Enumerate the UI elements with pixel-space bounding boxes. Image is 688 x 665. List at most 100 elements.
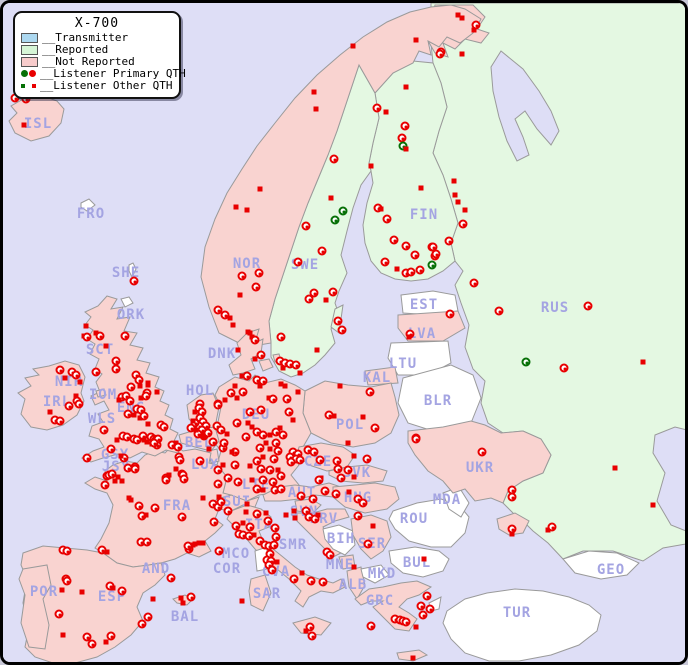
listener-primary-marker bbox=[250, 335, 260, 345]
listener-primary-marker bbox=[314, 475, 324, 485]
country-ireland bbox=[17, 360, 86, 431]
listener-other-marker bbox=[451, 178, 457, 184]
listener-primary-icon bbox=[21, 70, 28, 77]
listener-primary-marker bbox=[309, 447, 319, 457]
listener-other-marker bbox=[267, 432, 273, 438]
listener-other-marker bbox=[283, 512, 289, 518]
listener-other-marker bbox=[230, 322, 236, 328]
listener-primary-marker bbox=[175, 455, 185, 465]
listener-other-marker bbox=[83, 323, 89, 329]
listener-primary-marker bbox=[317, 246, 327, 256]
listener-other-marker bbox=[252, 356, 258, 362]
listener-other-marker bbox=[410, 655, 416, 661]
listener-primary-marker bbox=[389, 235, 399, 245]
listener-other-marker bbox=[299, 570, 305, 576]
country-label-ukr: UKR bbox=[465, 460, 495, 476]
listener-primary-marker bbox=[320, 486, 330, 496]
listener-other-marker bbox=[509, 531, 515, 537]
islands-shetland bbox=[128, 262, 137, 279]
listener-other-marker bbox=[462, 207, 468, 213]
listener-other-marker bbox=[282, 383, 288, 389]
listener-other-marker bbox=[413, 37, 419, 43]
listener-primary-marker bbox=[308, 494, 318, 504]
listener-primary-marker bbox=[166, 573, 176, 583]
listener-other-marker bbox=[145, 382, 151, 388]
listener-primary-marker bbox=[289, 574, 299, 584]
region-kaliningrad bbox=[364, 366, 399, 386]
listener-primary-marker bbox=[269, 454, 279, 464]
listener-other-marker bbox=[245, 420, 251, 426]
listener-other-marker bbox=[200, 495, 206, 501]
listener-primary-marker bbox=[64, 401, 74, 411]
listener-primary-marker bbox=[411, 434, 421, 444]
listener-other-marker bbox=[193, 427, 199, 433]
listener-other-marker bbox=[360, 414, 366, 420]
listener-primary-marker bbox=[107, 469, 117, 479]
country-greece bbox=[354, 580, 433, 632]
listener-other-marker bbox=[144, 439, 150, 445]
listener-other-marker bbox=[413, 624, 419, 630]
listener-primary-marker bbox=[232, 418, 242, 428]
listener-primary-marker bbox=[62, 576, 72, 586]
country-macedonia bbox=[360, 564, 390, 584]
listener-other-marker bbox=[200, 540, 206, 546]
listener-other-marker bbox=[79, 589, 85, 595]
listener-primary-marker bbox=[82, 453, 92, 463]
listener-primary-marker bbox=[55, 416, 65, 426]
legend-item: __Transmitter bbox=[21, 31, 173, 44]
listener-other-marker bbox=[166, 472, 172, 478]
listener-other-marker bbox=[235, 347, 241, 353]
country-label-bih: BIH bbox=[326, 531, 356, 547]
listener-other-marker bbox=[612, 465, 618, 471]
listener-other-marker bbox=[295, 389, 301, 395]
listener-other-marker bbox=[239, 598, 245, 604]
listener-primary-marker bbox=[82, 632, 92, 642]
listener-primary-marker bbox=[329, 154, 339, 164]
country-iceland bbox=[8, 94, 65, 142]
listener-primary-marker bbox=[159, 422, 169, 432]
country-label-sct: SCT bbox=[85, 342, 115, 358]
listener-primary-marker bbox=[213, 479, 223, 489]
listener-primary-marker bbox=[276, 484, 286, 494]
listener-other-marker bbox=[278, 381, 284, 387]
listener-primary-marker bbox=[401, 617, 411, 627]
listener-primary-marker bbox=[286, 457, 296, 467]
listener-other-marker bbox=[323, 297, 329, 303]
listener-other-marker bbox=[206, 446, 212, 452]
listener-other-marker bbox=[178, 595, 184, 601]
listener-primary-marker bbox=[214, 546, 224, 556]
listener-primary-marker bbox=[71, 370, 81, 380]
listener-primary-marker bbox=[406, 267, 416, 277]
listener-other-marker bbox=[119, 478, 125, 484]
listener-other-marker bbox=[315, 512, 321, 518]
listener-primary-marker bbox=[372, 103, 382, 113]
country-romania bbox=[388, 498, 470, 548]
region-crimea bbox=[496, 512, 530, 536]
listener-primary-marker bbox=[370, 423, 380, 433]
listener-primary-marker bbox=[382, 214, 392, 224]
listener-other-marker bbox=[196, 540, 202, 546]
country-label-bul: BUL bbox=[402, 555, 432, 571]
listener-other-marker bbox=[314, 347, 320, 353]
country-label-fin: FIN bbox=[409, 207, 439, 223]
listener-primary-marker bbox=[251, 282, 261, 292]
listener-other-marker bbox=[73, 393, 79, 399]
listener-primary-marker bbox=[55, 365, 65, 375]
listener-other-marker bbox=[220, 462, 226, 468]
island-sardinia bbox=[248, 574, 272, 612]
listener-primary-marker bbox=[99, 425, 109, 435]
listener-primary-marker bbox=[95, 331, 105, 341]
listener-primary-marker bbox=[358, 498, 368, 508]
listener-primary-marker bbox=[410, 250, 420, 260]
listener-primary-marker bbox=[431, 249, 441, 259]
listener-other-marker bbox=[260, 454, 266, 460]
legend-swatch bbox=[21, 32, 38, 43]
listener-other-marker bbox=[249, 477, 255, 483]
listener-other-marker bbox=[280, 365, 286, 371]
listener-primary-marker bbox=[270, 523, 280, 533]
listener-other-marker bbox=[257, 186, 263, 192]
listener-primary-marker bbox=[276, 471, 286, 481]
listener-primary-marker bbox=[306, 576, 316, 586]
listener-other-marker bbox=[303, 628, 309, 634]
listener-primary-marker bbox=[276, 332, 286, 342]
